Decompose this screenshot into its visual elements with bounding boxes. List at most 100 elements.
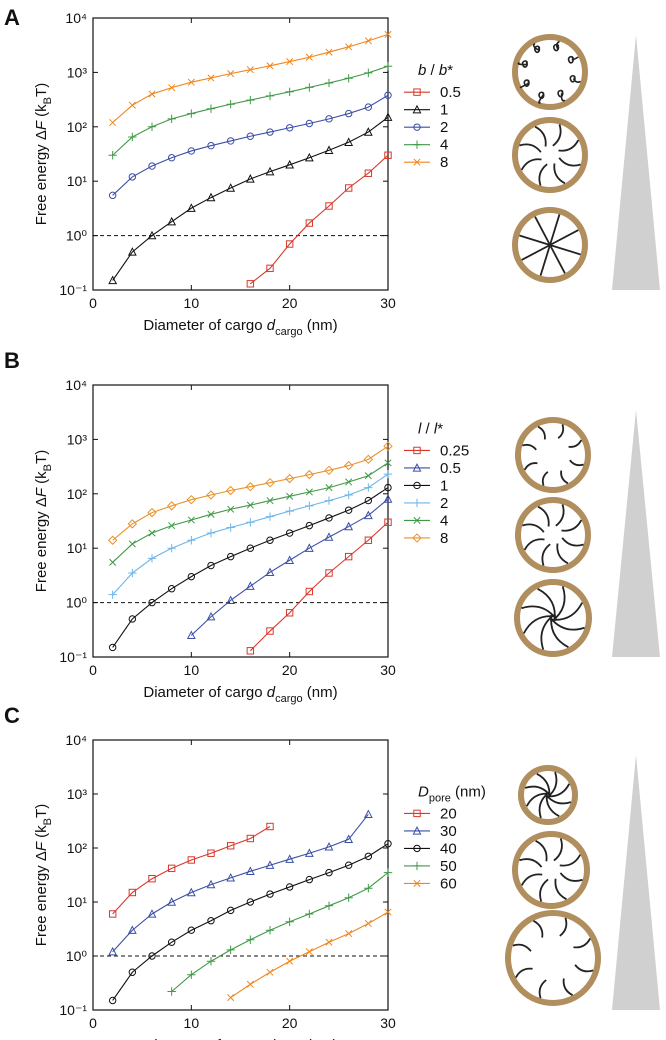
y-tick-label: 10² xyxy=(67,840,88,856)
text-part: T) xyxy=(33,804,50,818)
marker xyxy=(246,544,255,552)
schematics xyxy=(505,34,660,1010)
marker xyxy=(324,532,334,541)
text-part: F xyxy=(33,120,50,130)
legend-label: 8 xyxy=(440,154,448,171)
y-tick-label: 10¹ xyxy=(67,894,88,910)
polymer xyxy=(532,920,544,938)
marker xyxy=(324,145,334,154)
text-part: (k xyxy=(33,825,50,842)
polymer xyxy=(569,74,581,83)
marker xyxy=(266,536,274,544)
polymer xyxy=(520,158,542,171)
text-part: / xyxy=(426,62,439,79)
legend-marker xyxy=(413,516,421,524)
legend-label: 0.5 xyxy=(440,460,461,477)
marker xyxy=(167,216,177,226)
marker xyxy=(305,909,314,919)
marker xyxy=(383,62,393,71)
marker xyxy=(186,203,196,212)
polymer xyxy=(538,163,548,186)
text-part: (k xyxy=(33,471,50,488)
marker xyxy=(207,849,215,857)
marker xyxy=(363,510,373,520)
legend-label: 50 xyxy=(440,858,457,875)
marker xyxy=(246,66,254,74)
polymer xyxy=(537,505,550,527)
marker xyxy=(305,875,314,884)
marker xyxy=(305,119,314,128)
marker xyxy=(206,528,216,538)
polymer xyxy=(568,439,583,448)
y-tick-label: 10² xyxy=(67,486,88,502)
marker xyxy=(324,465,334,476)
text-part: (nm) xyxy=(303,317,338,334)
marker xyxy=(266,62,274,70)
polymer xyxy=(545,783,571,798)
marker xyxy=(345,478,353,486)
marker xyxy=(325,115,333,123)
legend-marker xyxy=(412,140,422,149)
polymer xyxy=(522,443,537,451)
polymer xyxy=(569,459,584,467)
legend-label: 0.25 xyxy=(440,442,469,459)
polymer xyxy=(519,234,551,246)
polymer xyxy=(560,470,569,485)
polymer xyxy=(558,157,581,167)
marker xyxy=(344,552,353,561)
legend-label: 30 xyxy=(440,823,457,840)
polymer xyxy=(521,873,543,886)
legend-marker xyxy=(413,158,421,166)
polymer xyxy=(561,537,584,547)
marker xyxy=(384,151,392,159)
marker xyxy=(148,90,156,98)
marker xyxy=(187,516,195,524)
panel-label: B xyxy=(4,348,20,373)
legend-label: 4 xyxy=(440,512,448,529)
marker xyxy=(324,901,334,911)
marker xyxy=(167,114,176,124)
legend-marker xyxy=(413,123,421,131)
marker xyxy=(148,162,156,170)
polymer xyxy=(550,614,569,648)
marker xyxy=(147,122,157,131)
marker xyxy=(325,569,333,577)
marker xyxy=(167,938,176,946)
x-axis-label: Diameter of cargo dcargo (nm) xyxy=(143,1037,337,1040)
marker xyxy=(325,48,333,56)
marker xyxy=(128,173,137,181)
marker xyxy=(304,469,315,480)
marker xyxy=(286,957,294,965)
polymer xyxy=(559,854,581,867)
marker xyxy=(364,68,373,78)
gradient-triangle xyxy=(612,410,660,657)
polymer xyxy=(553,163,566,185)
legend-marker xyxy=(413,446,421,455)
y-tick-label: 10³ xyxy=(67,64,88,80)
marker xyxy=(128,888,137,897)
marker xyxy=(108,643,117,652)
polymer xyxy=(557,89,566,102)
polymer xyxy=(523,538,545,551)
text-part: Free energy Δ xyxy=(33,130,50,225)
legend-label: 0.5 xyxy=(440,84,461,101)
text-part: d xyxy=(267,1037,276,1040)
marker xyxy=(246,898,255,906)
text-part: F xyxy=(33,487,50,497)
legend-title: b / b* xyxy=(418,62,453,79)
legend-marker xyxy=(413,88,421,96)
marker xyxy=(305,521,314,530)
legend-title: Dpore (nm) xyxy=(418,783,486,804)
marker xyxy=(108,996,117,1005)
marker xyxy=(384,908,392,916)
series-line xyxy=(112,445,389,541)
marker xyxy=(226,100,235,109)
polymer xyxy=(519,79,530,89)
marker xyxy=(128,615,137,623)
marker xyxy=(285,854,295,863)
y-tick-label: 10³ xyxy=(67,431,88,447)
polymer xyxy=(573,937,591,949)
polymer xyxy=(534,216,551,246)
marker xyxy=(345,930,353,938)
polymer xyxy=(549,244,581,256)
